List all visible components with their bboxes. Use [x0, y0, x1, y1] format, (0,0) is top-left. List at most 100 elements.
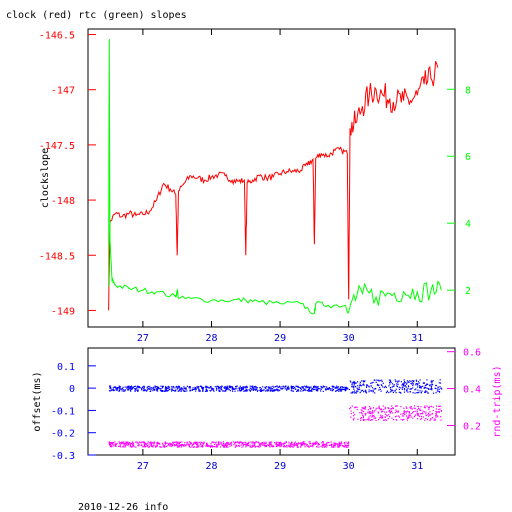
scatter-point	[386, 415, 388, 417]
scatter-point	[419, 408, 421, 410]
scatter-point	[359, 412, 361, 414]
scatter-point	[288, 441, 290, 443]
scatter-point	[246, 390, 248, 392]
scatter-point	[352, 381, 354, 383]
scatter-point	[192, 387, 194, 389]
scatter-point	[295, 444, 297, 446]
scatter-point	[312, 442, 314, 444]
scatter-point	[274, 389, 276, 391]
scatter-point	[163, 445, 165, 447]
scatter-point	[178, 386, 180, 388]
scatter-point	[156, 444, 158, 446]
scatter-point	[426, 387, 428, 389]
scatter-point	[305, 444, 307, 446]
scatter-point	[116, 387, 118, 389]
scatter-point	[358, 386, 360, 389]
scatter-point	[174, 444, 176, 446]
scatter-point	[402, 383, 404, 385]
scatter-point	[429, 414, 431, 416]
scatter-point	[143, 441, 145, 443]
scatter-point	[170, 443, 172, 445]
scatter-point	[198, 445, 200, 447]
scatter-point	[397, 410, 399, 412]
scatter-point	[150, 388, 152, 391]
scatter-point	[266, 389, 268, 391]
scatter-point	[241, 388, 243, 390]
scatter-point	[329, 389, 332, 391]
scatter-point	[320, 446, 322, 448]
scatter-point	[279, 389, 281, 391]
scatter-point	[291, 445, 293, 447]
scatter-point	[181, 387, 183, 389]
x-tick-label: 27	[137, 461, 149, 472]
scatter-point	[141, 388, 143, 390]
scatter-point	[197, 387, 199, 389]
scatter-point	[332, 446, 334, 448]
scatter-point	[259, 443, 262, 445]
scatter-point	[350, 413, 352, 415]
scatter-point	[429, 419, 431, 421]
scatter-point	[418, 382, 420, 384]
scatter-point	[202, 446, 204, 448]
scatter-point	[180, 388, 182, 390]
scatter-point	[250, 441, 252, 443]
scatter-point	[386, 419, 388, 421]
scatter-point	[183, 390, 185, 392]
scatter-point	[189, 386, 191, 388]
scatter-point	[310, 386, 312, 388]
scatter-point	[185, 387, 187, 389]
scatter-point	[277, 389, 279, 391]
scatter-point	[279, 446, 281, 448]
scatter-point	[351, 386, 353, 388]
scatter-point	[418, 415, 420, 417]
scatter-point	[277, 390, 279, 392]
scatter-point	[368, 418, 370, 420]
scatter-point	[203, 442, 205, 444]
scatter-point	[438, 405, 440, 407]
scatter-point	[203, 441, 205, 443]
scatter-point	[318, 388, 320, 390]
scatter-point	[269, 387, 271, 389]
scatter-point	[184, 388, 187, 390]
scatter-point	[281, 445, 283, 447]
scatter-point	[379, 379, 381, 382]
scatter-point	[179, 388, 181, 390]
scatter-point	[183, 387, 185, 389]
scatter-point	[426, 383, 428, 385]
scatter-point	[178, 446, 180, 448]
scatter-point	[228, 443, 230, 445]
scatter-point	[299, 442, 301, 444]
scatter-point	[205, 387, 207, 389]
scatter-point	[332, 385, 334, 387]
scatter-point	[427, 388, 430, 390]
scatter-point	[383, 386, 385, 388]
scatter-point	[418, 391, 420, 393]
scatter-point	[333, 442, 335, 444]
scatter-point	[367, 384, 369, 386]
scatter-point	[437, 386, 439, 388]
scatter-point	[143, 387, 145, 390]
scatter-point	[199, 390, 202, 392]
scatter-point	[337, 386, 339, 388]
scatter-point	[134, 385, 137, 387]
scatter-point	[296, 389, 299, 391]
scatter-point	[369, 412, 371, 414]
scatter-point	[416, 409, 418, 411]
scatter-point	[289, 446, 291, 448]
scatter-point	[301, 443, 304, 445]
scatter-point	[272, 445, 274, 447]
scatter-point	[193, 443, 195, 446]
scatter-point	[285, 389, 288, 391]
scatter-point	[345, 444, 347, 446]
scatter-point	[406, 388, 408, 390]
scatter-point	[211, 387, 213, 389]
scatter-point	[123, 390, 125, 392]
scatter-point	[381, 380, 383, 383]
scatter-point	[428, 412, 430, 414]
scatter-point	[290, 443, 292, 445]
scatter-point	[331, 446, 333, 448]
scatter-point	[381, 417, 383, 419]
scatter-point	[297, 446, 299, 448]
scatter-point	[190, 446, 192, 448]
scatter-point	[245, 444, 247, 446]
